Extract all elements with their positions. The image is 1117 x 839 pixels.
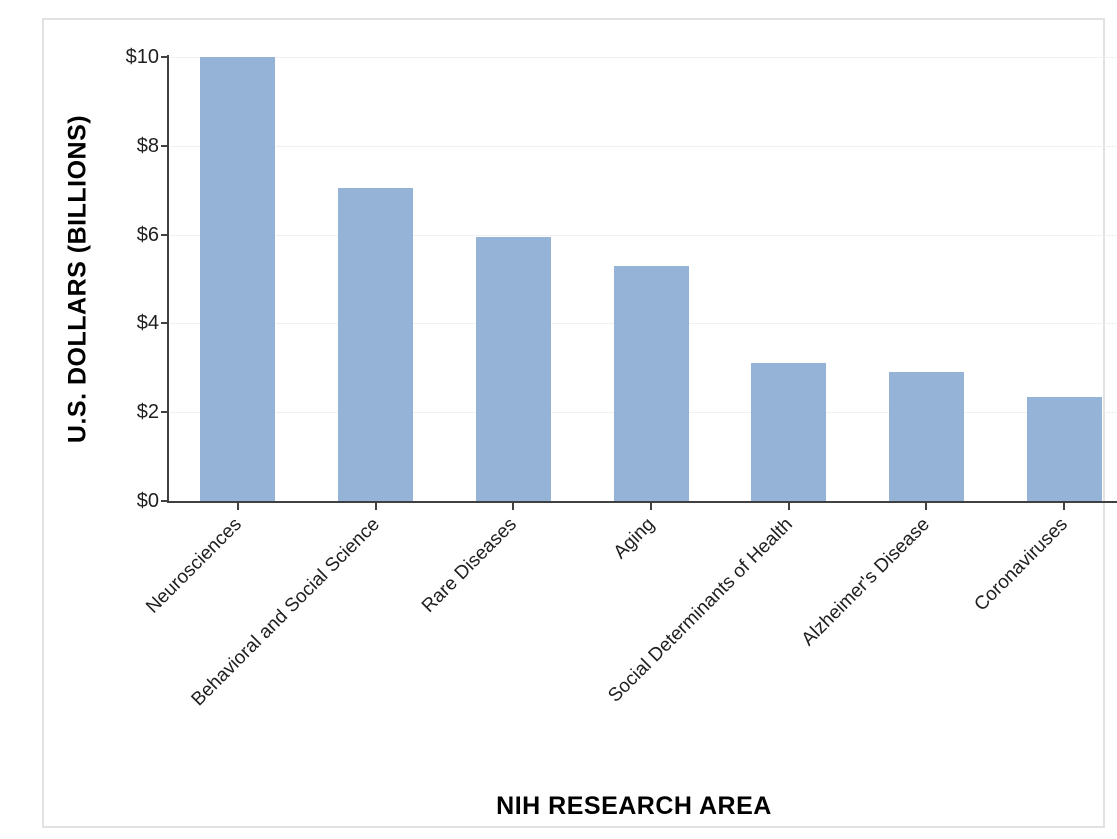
bar-social-determinants-of-health	[751, 363, 826, 501]
x-tick	[237, 503, 239, 510]
x-tick	[1063, 503, 1065, 510]
y-tick	[161, 145, 169, 147]
y-tick-label: $0	[136, 490, 159, 512]
y-tick-label: $4	[136, 312, 159, 334]
bar-rare-diseases	[476, 237, 551, 501]
x-axis-line	[167, 501, 1117, 503]
y-tick	[161, 56, 169, 58]
bar-coronaviruses	[1027, 397, 1102, 501]
y-axis-title: U.S. DOLLARS (BILLIONS)	[63, 114, 92, 444]
x-tick	[788, 503, 790, 510]
bar-neurosciences	[200, 57, 275, 501]
x-tick	[650, 503, 652, 510]
y-tick	[161, 500, 169, 502]
chart-frame: $0 $2 $4 $6 $8 $10 Neurosciences Behavioral an…	[42, 18, 1117, 828]
gridline	[170, 146, 1117, 147]
gridline	[170, 57, 1117, 58]
x-tick	[925, 503, 927, 510]
gridline	[170, 235, 1117, 236]
bar-behavioral-and-social-science	[338, 188, 413, 501]
y-tick-label: $6	[136, 224, 159, 246]
x-tick	[512, 503, 514, 510]
bar-alzheimer-s-disease	[889, 372, 964, 501]
y-tick-label: $8	[136, 135, 159, 157]
x-axis-title: NIH RESEARCH AREA	[496, 792, 772, 820]
y-tick	[161, 234, 169, 236]
y-tick-label: $2	[136, 401, 159, 423]
bar-aging	[614, 266, 689, 501]
y-tick	[161, 322, 169, 324]
x-tick	[375, 503, 377, 510]
y-tick	[161, 411, 169, 413]
y-tick-label: $10	[125, 46, 159, 68]
y-axis-line	[167, 55, 169, 503]
